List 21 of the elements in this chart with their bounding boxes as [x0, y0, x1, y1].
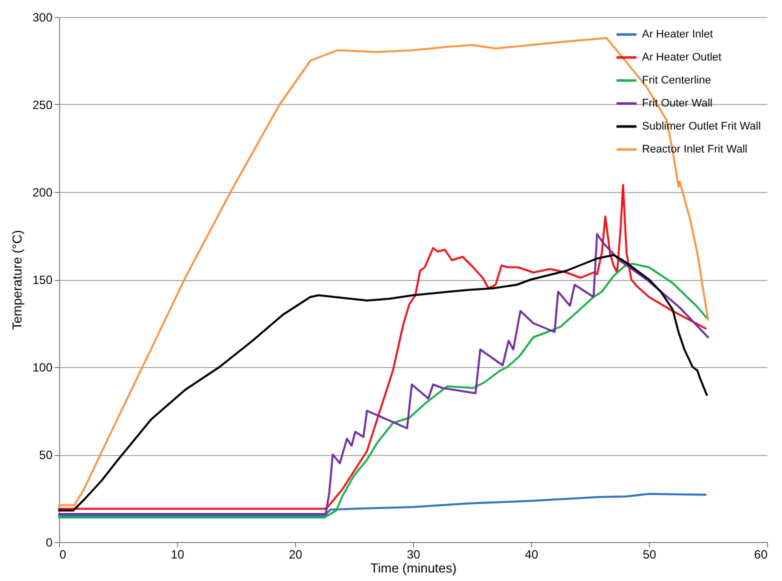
- y-tick-label: 150: [32, 273, 53, 287]
- y-tick-label: 50: [39, 448, 53, 462]
- y-tick-label: 0: [46, 536, 53, 550]
- x-tick-label: 10: [170, 548, 184, 562]
- y-tick-label: 100: [32, 360, 53, 374]
- y-tick-label: 300: [32, 10, 53, 24]
- y-tick-label: 200: [32, 186, 53, 200]
- y-axis-title: Temperature (°C): [9, 230, 24, 330]
- line-series: [58, 492, 707, 517]
- x-tick-label: 30: [406, 548, 420, 562]
- x-tick-label: 0: [60, 548, 66, 562]
- x-tick-label: 50: [642, 548, 656, 562]
- y-tick-label: 250: [32, 98, 53, 112]
- legend-label: Ar Heater Inlet: [642, 28, 713, 40]
- x-tick-label: 40: [524, 548, 538, 562]
- line-series: [58, 184, 707, 510]
- x-tick-label: 60: [754, 548, 768, 562]
- legend-label: Frit Centerline: [642, 74, 712, 86]
- legend-label: Ar Heater Outlet: [642, 52, 722, 64]
- x-tick-label: 20: [288, 548, 302, 562]
- x-axis-title: Time (minutes): [370, 560, 457, 576]
